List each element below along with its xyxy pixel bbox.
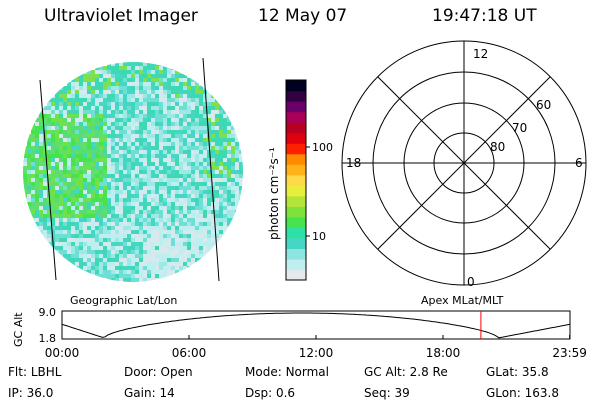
altitude-xtick-label: 12:00: [299, 346, 334, 360]
info-seq: Seq: 39: [364, 386, 410, 400]
altitude-tick-max: 9.0: [39, 306, 57, 319]
colorbar-cell: [286, 206, 306, 218]
altitude-xtick-label: 18:00: [426, 346, 461, 360]
polar-diagonal-2: [377, 76, 551, 250]
colorbar-cell: [286, 216, 306, 228]
colorbar-cell: [286, 164, 306, 176]
colorbar-cell: [286, 90, 306, 102]
info-door: Door: Open: [124, 365, 193, 379]
altitude-tick-min: 1.8: [39, 332, 57, 345]
colorbar-cell: [286, 143, 306, 155]
colorbar-cell: [286, 185, 306, 197]
uv-image-disc: [23, 57, 243, 282]
image-time: 19:47:18 UT: [432, 6, 537, 26]
colorbar-cell: [286, 153, 306, 165]
colorbar-cell: [286, 132, 306, 144]
colorbar-cell: [286, 101, 306, 113]
longitude-line-left: [39, 79, 57, 281]
colorbar-cell: [286, 237, 306, 250]
info-glon: GLon: 163.8: [486, 386, 559, 400]
polar-label-60: 60: [536, 98, 551, 112]
altitude-xtick-label: 23:59: [552, 346, 587, 360]
info-dsp: Dsp: 0.6: [245, 386, 295, 400]
colorbar-cell: [286, 80, 306, 92]
polar-label-80: 80: [490, 140, 505, 154]
polar-label-18: 18: [346, 156, 361, 170]
info-gc-alt: GC Alt: 2.8 Re: [364, 365, 448, 379]
colorbar-label-100: 100: [312, 141, 333, 154]
info-ip: IP: 36.0: [8, 386, 53, 400]
polar-label-70: 70: [512, 121, 527, 135]
polar-label-0: 0: [467, 275, 475, 289]
longitude-line-right: [202, 57, 220, 282]
colorbar-cell: [286, 195, 306, 207]
colorbar-unit-label: photon cm⁻²s⁻¹: [267, 147, 281, 240]
colorbar-cell: [286, 269, 306, 281]
altitude-ylabel: GC Alt: [12, 312, 25, 347]
colorbar-cell: [286, 248, 306, 260]
polar-plot: [341, 40, 587, 286]
colorbar-frame: [285, 79, 307, 281]
colorbar-cell: [286, 111, 306, 123]
altitude-plot: 9.0 1.8 GC Alt 00:00 06:00 12:00 18:00 23:59: [12, 306, 587, 360]
colorbar: 100 10 photon cm⁻²s⁻¹: [267, 79, 333, 281]
image-date: 12 May 07: [258, 6, 348, 26]
projection-label-geographic: Geographic Lat/Lon: [70, 294, 177, 307]
altitude-xtick-label: 06:00: [172, 346, 207, 360]
info-gain: Gain: 14: [124, 386, 175, 400]
info-mode: Mode: Normal: [245, 365, 329, 379]
altitude-curve: [61, 312, 571, 339]
projection-label-apex: Apex MLat/MLT: [421, 294, 504, 307]
colorbar-cell: [286, 227, 306, 239]
info-flt: Flt: LBHL: [8, 365, 62, 379]
colorbar-label-10: 10: [312, 230, 326, 243]
colorbar-cell: [286, 258, 306, 271]
colorbar-cell: [286, 122, 306, 134]
altitude-xtick-label: 00:00: [45, 346, 80, 360]
instrument-title: Ultraviolet Imager: [44, 6, 198, 26]
polar-label-6: 6: [575, 156, 583, 170]
info-glat: GLat: 35.8: [486, 365, 549, 379]
colorbar-cell: [286, 174, 306, 186]
polar-label-12: 12: [473, 47, 488, 61]
